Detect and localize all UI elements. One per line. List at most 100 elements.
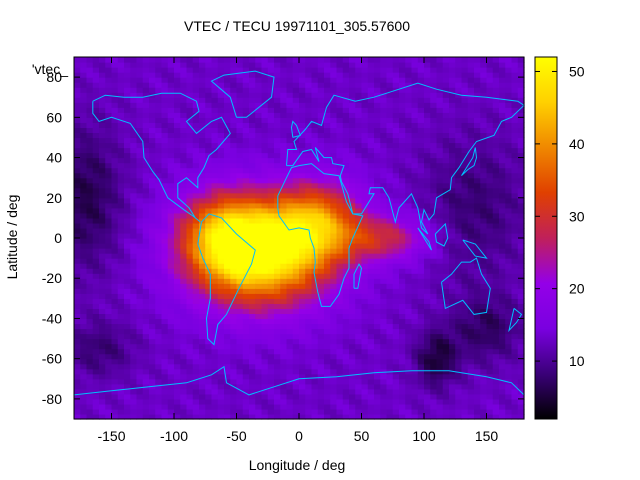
heatmap-cell bbox=[424, 62, 431, 68]
heatmap-cell bbox=[180, 313, 188, 320]
heatmap-cell bbox=[417, 202, 425, 209]
heatmap-cell bbox=[249, 167, 256, 174]
heatmap-cell bbox=[405, 363, 413, 370]
heatmap-cell bbox=[461, 122, 469, 128]
heatmap-cell bbox=[355, 192, 363, 199]
heatmap-cell bbox=[311, 187, 319, 194]
heatmap-cell bbox=[455, 368, 463, 375]
heatmap-cell bbox=[161, 343, 169, 350]
heatmap-cell bbox=[455, 413, 463, 420]
heatmap-cell bbox=[249, 182, 256, 189]
heatmap-cell bbox=[461, 72, 469, 78]
heatmap-cell bbox=[286, 263, 294, 269]
heatmap-cell bbox=[467, 243, 475, 249]
heatmap-cell bbox=[474, 92, 481, 98]
heatmap-cell bbox=[111, 142, 119, 149]
heatmap-cell bbox=[224, 57, 231, 63]
heatmap-cell bbox=[380, 243, 388, 249]
heatmap-cell bbox=[317, 368, 325, 375]
heatmap-cell bbox=[205, 187, 213, 194]
heatmap-cell bbox=[230, 132, 238, 139]
heatmap-cell bbox=[499, 212, 506, 219]
heatmap-cell bbox=[180, 152, 188, 159]
heatmap-cell bbox=[386, 388, 394, 395]
heatmap-cell bbox=[480, 102, 488, 108]
heatmap-cell bbox=[380, 303, 388, 309]
heatmap-cell bbox=[111, 182, 119, 189]
heatmap-cell bbox=[161, 167, 169, 174]
heatmap-cell bbox=[155, 238, 163, 244]
heatmap-cell bbox=[349, 293, 356, 299]
heatmap-cell bbox=[274, 137, 281, 144]
heatmap-cell bbox=[136, 318, 144, 325]
heatmap-cell bbox=[299, 278, 306, 284]
heatmap-cell bbox=[442, 273, 450, 279]
heatmap-cell bbox=[430, 273, 438, 279]
heatmap-cell bbox=[136, 378, 144, 385]
heatmap-cell bbox=[117, 323, 125, 330]
heatmap-cell bbox=[449, 207, 456, 214]
heatmap-cell bbox=[111, 278, 119, 284]
heatmap-cell bbox=[149, 358, 156, 365]
heatmap-cell bbox=[186, 373, 194, 380]
heatmap-cell bbox=[99, 353, 106, 360]
heatmap-cell bbox=[455, 313, 463, 320]
heatmap-cell bbox=[124, 253, 131, 259]
heatmap-cell bbox=[199, 192, 206, 199]
heatmap-cell bbox=[336, 232, 344, 239]
heatmap-cell bbox=[349, 82, 356, 88]
heatmap-cell bbox=[217, 107, 225, 113]
heatmap-cell bbox=[317, 253, 325, 259]
heatmap-cell bbox=[405, 192, 413, 199]
heatmap-cell bbox=[399, 72, 406, 78]
heatmap-cell bbox=[330, 122, 338, 128]
heatmap-cell bbox=[486, 403, 494, 410]
heatmap-cell bbox=[317, 238, 325, 244]
heatmap-cell bbox=[167, 77, 175, 83]
heatmap-cell bbox=[324, 398, 331, 405]
heatmap-cell bbox=[430, 313, 438, 320]
heatmap-cell bbox=[336, 157, 344, 164]
heatmap-cell bbox=[486, 222, 494, 229]
heatmap-cell bbox=[199, 147, 206, 154]
heatmap-cell bbox=[249, 388, 256, 395]
heatmap-cell bbox=[280, 187, 288, 194]
heatmap-cell bbox=[205, 368, 213, 375]
heatmap-cell bbox=[342, 388, 350, 395]
heatmap-cell bbox=[86, 388, 94, 395]
heatmap-cell bbox=[99, 333, 106, 340]
heatmap-cell bbox=[442, 97, 450, 103]
heatmap-cell bbox=[249, 67, 256, 73]
heatmap-cell bbox=[324, 82, 331, 88]
heatmap-cell bbox=[161, 172, 169, 179]
heatmap-cell bbox=[436, 132, 444, 139]
heatmap-cell bbox=[199, 388, 206, 395]
heatmap-cell bbox=[111, 328, 119, 335]
heatmap-cell bbox=[417, 117, 425, 123]
heatmap-cell bbox=[467, 328, 475, 335]
heatmap-cell bbox=[405, 348, 413, 355]
heatmap-cell bbox=[374, 313, 381, 320]
heatmap-cell bbox=[199, 238, 206, 244]
heatmap-cell bbox=[374, 383, 381, 390]
heatmap-cell bbox=[80, 373, 88, 380]
heatmap-cell bbox=[299, 62, 306, 68]
heatmap-cell bbox=[280, 363, 288, 370]
heatmap-cell bbox=[311, 288, 319, 294]
heatmap-cell bbox=[261, 378, 269, 385]
heatmap-cell bbox=[455, 373, 463, 380]
heatmap-cell bbox=[249, 57, 256, 63]
heatmap-cell bbox=[130, 232, 138, 239]
heatmap-cell bbox=[136, 348, 144, 355]
heatmap-cell bbox=[124, 167, 131, 174]
heatmap-cell bbox=[249, 107, 256, 113]
heatmap-cell bbox=[392, 77, 400, 83]
heatmap-cell bbox=[261, 373, 269, 380]
heatmap-cell bbox=[74, 333, 81, 340]
heatmap-cell bbox=[467, 253, 475, 259]
heatmap-cell bbox=[411, 373, 419, 380]
heatmap-cell bbox=[499, 82, 506, 88]
heatmap-cell bbox=[99, 137, 106, 144]
heatmap-cell bbox=[286, 328, 294, 335]
heatmap-cell bbox=[186, 318, 194, 325]
